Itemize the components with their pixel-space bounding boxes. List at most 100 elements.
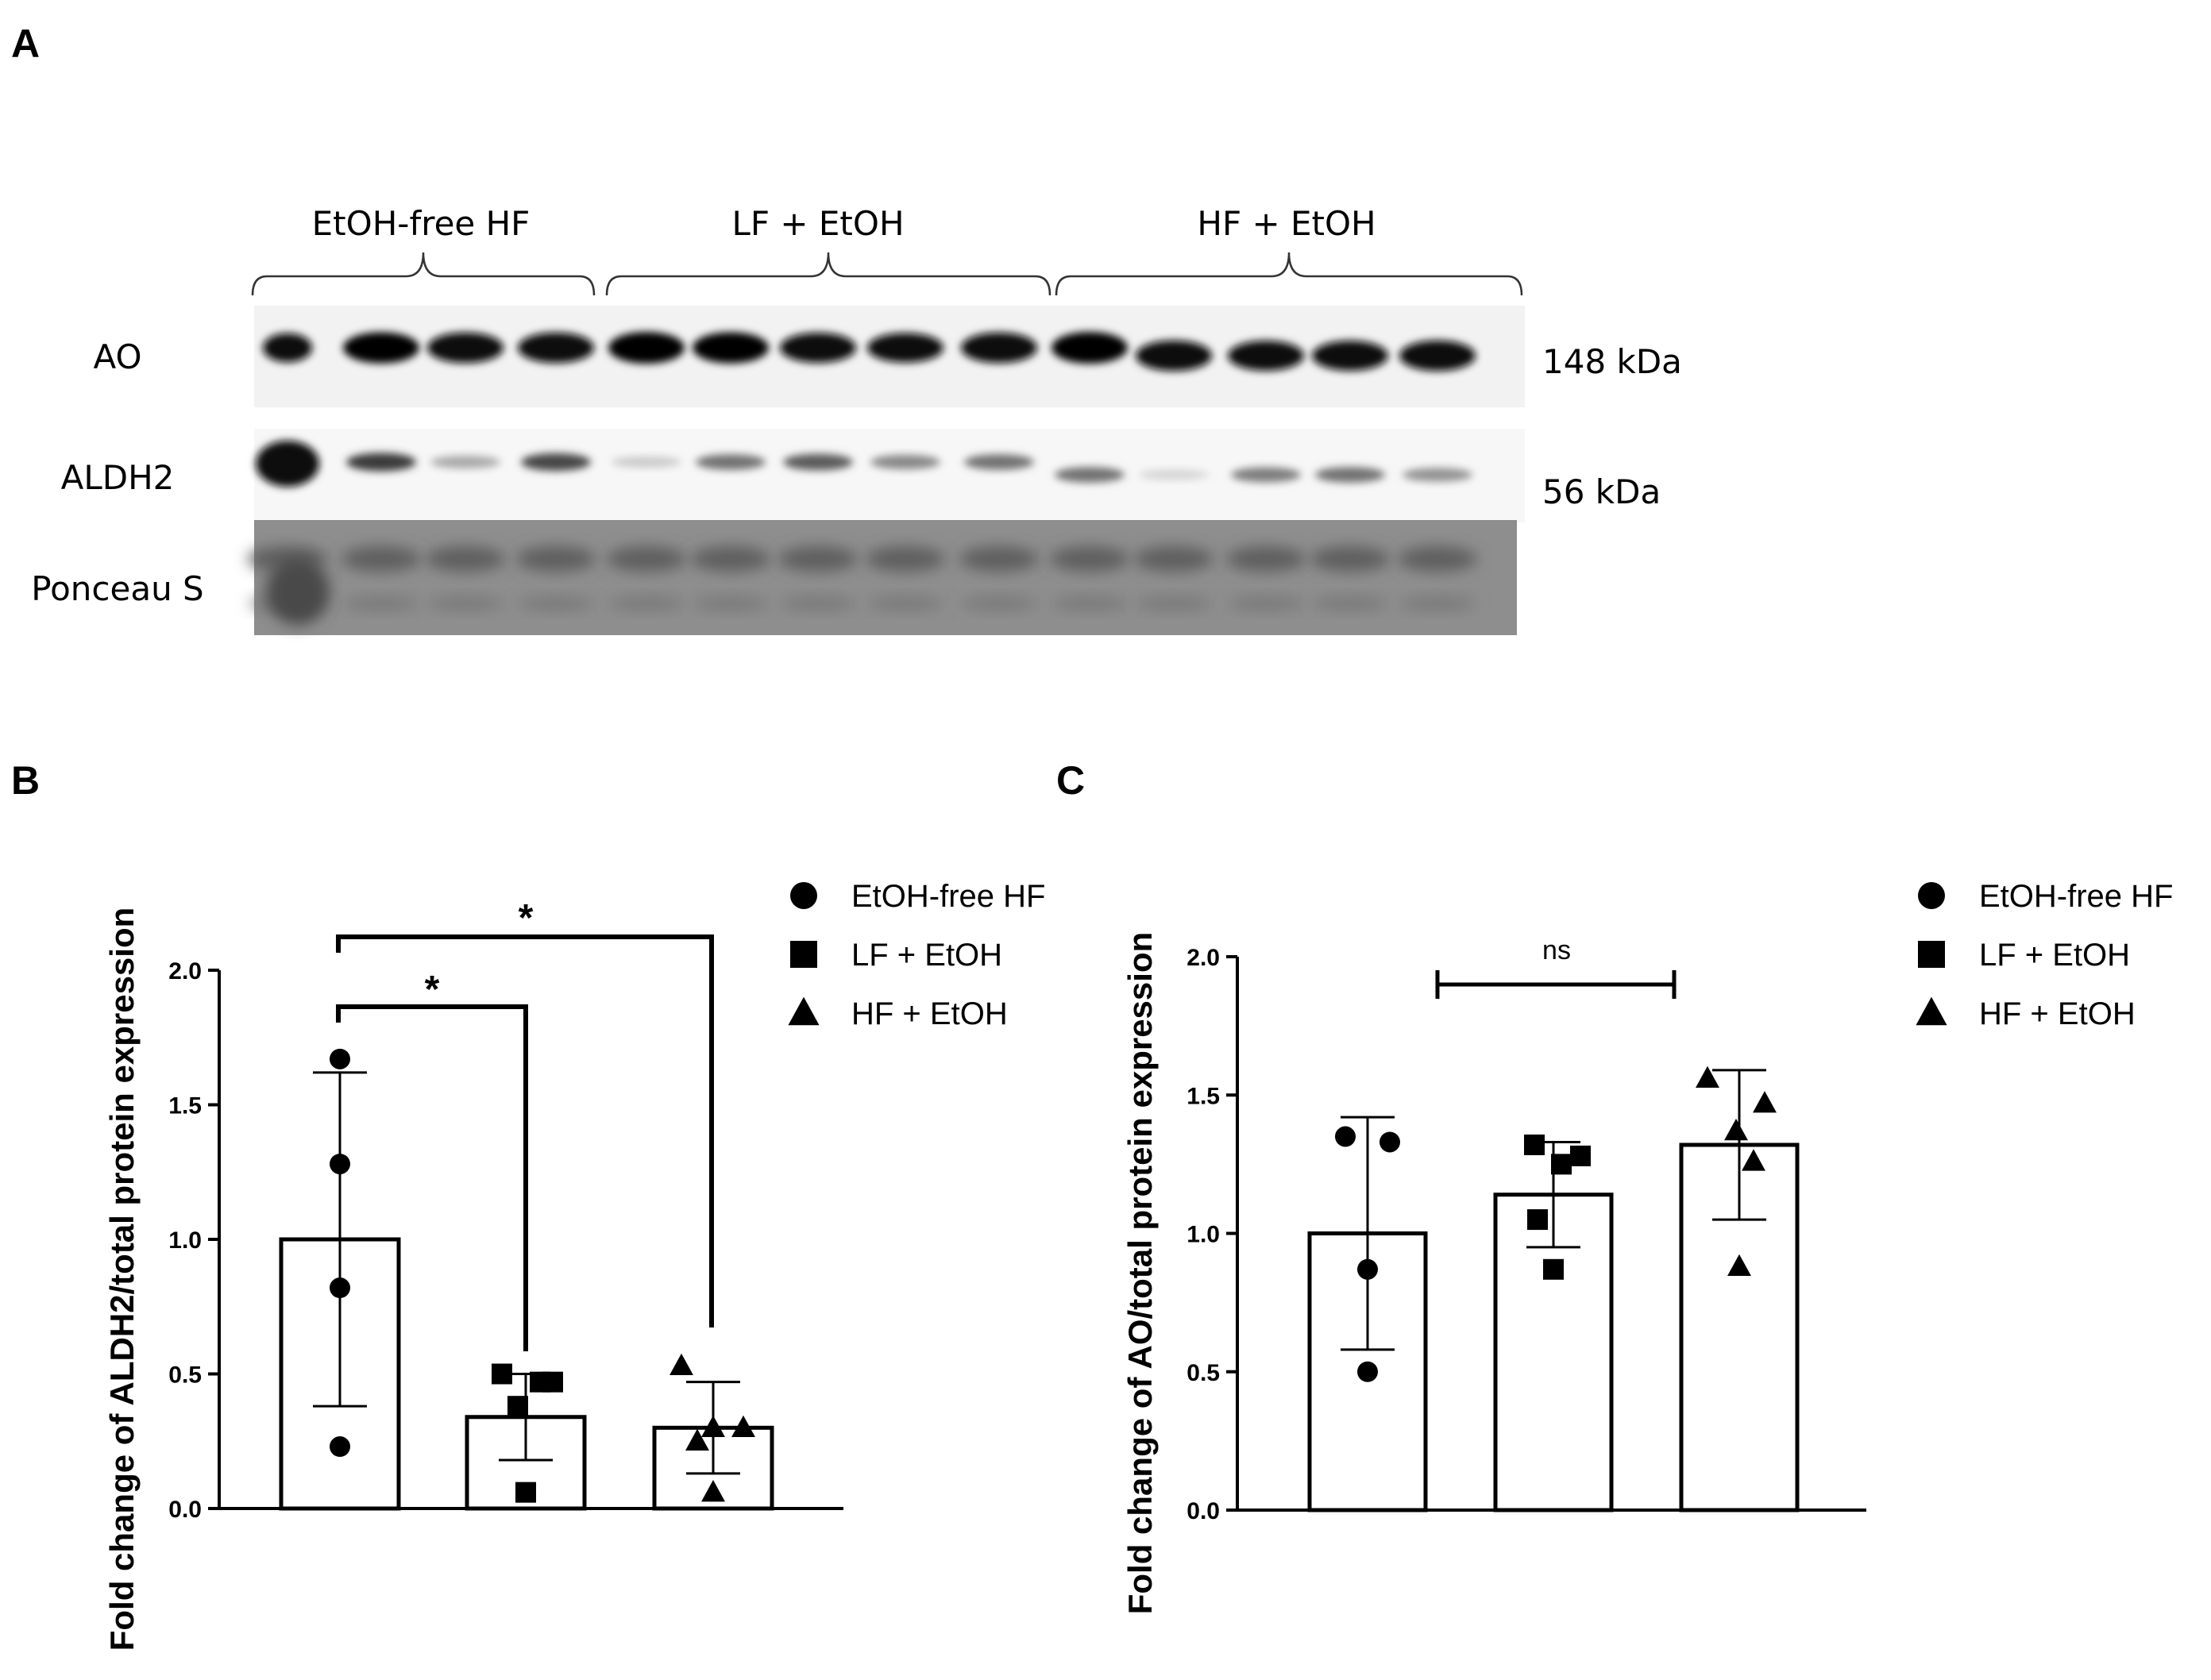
panel-label-b: B [11,758,40,803]
ao-band [693,332,769,364]
ponceau-band [608,595,685,611]
legend-label: EtOH-free HF [851,879,1045,914]
data-point [1335,1126,1356,1147]
ponceau-band [426,546,505,572]
legend-marker [1918,882,1945,909]
data-point [1742,1149,1765,1171]
ponceau-band [607,546,686,572]
blot-group-label: EtOH-free HF [312,204,531,243]
aldh2-band [870,454,940,470]
ponceau-band [961,595,1037,611]
data-point [1543,1258,1564,1280]
ao-band [1051,332,1128,364]
significance-label: ns [1542,935,1571,965]
aldh2-band [1055,467,1125,483]
ponceau-band [1310,546,1390,572]
y-axis-title: Fold change of AO/total protein expressi… [1121,932,1159,1615]
ponceau-band [343,595,419,611]
legend-label: HF + EtOH [1979,996,2136,1031]
data-point [731,1415,755,1437]
ao-band [608,332,685,364]
legend-marker [790,882,817,909]
ao-band [263,333,312,363]
aldh2-band [612,456,681,468]
significance-bracket [336,1004,528,1351]
y-axis-title: Fold change of ALDH2/total protein expre… [103,907,141,1651]
y-tick-label: 1.0 [168,1227,202,1254]
ao-band [867,333,943,363]
aldh2-band [1231,467,1301,483]
ponceau-band [1050,546,1129,572]
blot-group-label: LF + EtOH [731,204,904,243]
ao-band [1136,340,1212,372]
ao-band [343,332,419,364]
panel-label-a: A [11,21,40,66]
ponceau-band [341,546,421,572]
aldh2-band [783,453,853,471]
blot-row-label: AO [93,337,141,376]
aldh2-band [696,454,766,470]
y-tick-label: 1.5 [168,1093,202,1119]
ponceau-band [1312,595,1388,611]
ao-band [427,332,504,364]
y-tick-label: 0.0 [1187,1498,1220,1524]
ponceau-band [1399,595,1476,611]
legend-marker [1918,941,1945,968]
data-point [1379,1131,1400,1153]
ao-band [780,333,856,363]
aldh2-membrane [254,429,1525,522]
data-point [701,1480,725,1502]
significance-label: * [519,897,534,939]
ponceau-band [866,546,945,572]
blot-marker-label: 56 kDa [1542,472,1661,511]
legend-label: HF + EtOH [851,996,1008,1031]
data-point [1753,1091,1777,1113]
ao-band [1228,341,1304,371]
ponceau-band [691,546,770,572]
panel-label-c: C [1056,758,1085,803]
data-point [330,1048,350,1069]
legend-marker [790,941,817,968]
data-point [1724,1118,1748,1141]
y-tick-label: 0.5 [168,1362,202,1389]
ponceau-membrane [254,520,1517,635]
legend-label: EtOH-free HF [1979,879,2173,914]
legend-label: LF + EtOH [1979,938,2130,973]
ao-band [961,332,1037,364]
western-blot: EtOH-free HF LF + EtOH HF + EtOH AO ALDH2 Pon… [31,204,1682,635]
aldh2-band [346,453,416,472]
data-point [669,1353,693,1376]
y-tick-label: 1.5 [1187,1083,1220,1109]
blot-group-brace [1055,252,1523,296]
ponceau-band [266,558,330,625]
significance-bracket [336,934,714,1327]
ao-band [518,332,594,364]
y-tick-label: 1.0 [1187,1222,1220,1248]
chart-c: 0.0 0.5 1.0 1.5 2.0 Fold change of AO/total p… [1121,879,2173,1614]
y-tick-label: 0.5 [1187,1360,1220,1386]
aldh2-band [256,441,319,487]
data-point [1727,1254,1751,1277]
ponceau-band [427,595,504,611]
y-tick-label: 2.0 [168,958,202,984]
aldh2-band [430,455,500,469]
blot-group-brace [251,252,596,296]
ponceau-band [780,595,856,611]
aldh2-band [1139,469,1209,480]
ponceau-band [1398,546,1477,572]
significance-label: * [425,969,440,1011]
blot-marker-label: 148 kDa [1542,342,1682,381]
blot-group-label: HF + EtOH [1197,204,1376,243]
chart-b: 0.0 0.5 1.0 1.5 2.0 Fold change of ALDH2/tota… [103,879,1045,1651]
ponceau-band [1136,595,1212,611]
ponceau-band [1228,595,1304,611]
y-tick-label: 0.0 [168,1497,202,1523]
legend-label: LF + EtOH [851,938,1002,973]
data-point [542,1371,563,1393]
blot-row-label: Ponceau S [31,569,203,608]
legend-marker [788,996,820,1026]
ao-band [1312,341,1388,371]
ponceau-band [867,595,943,611]
ponceau-band [1226,546,1306,572]
